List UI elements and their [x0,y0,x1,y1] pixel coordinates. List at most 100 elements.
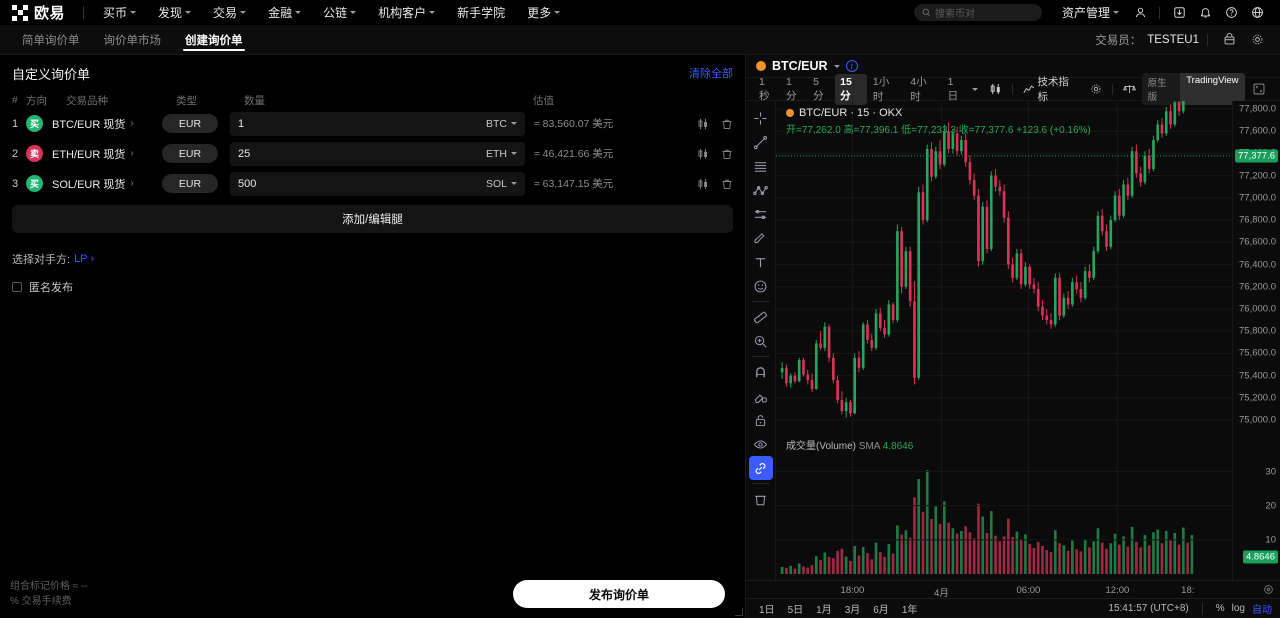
tab-create-rfq[interactable]: 创建询价单 [173,25,255,54]
range-3mo[interactable]: 3月 [844,605,861,616]
layout-button[interactable] [1216,30,1242,50]
timeframe-5m[interactable]: 5分 [813,75,824,102]
download-app-button[interactable] [1166,3,1192,23]
symbol-selector[interactable]: SOL/EUR 现货 › [52,176,162,192]
chart-type-button[interactable] [984,83,1007,95]
nav-item-discover[interactable]: 发现 [147,4,202,21]
text-icon[interactable] [749,250,773,274]
indicators-button[interactable]: 技术指标 [1018,74,1084,104]
type-selector[interactable]: EUR [162,144,218,163]
add-edit-leg-button[interactable]: 添加/编辑腿 [12,205,733,233]
nav-label: 交易 [213,6,238,20]
delete-row-button[interactable] [721,118,733,130]
mode-native[interactable]: 原生版 [1147,78,1167,103]
direction-toggle[interactable]: 买 [26,115,43,132]
nav-item-buy[interactable]: 买币 [92,4,147,21]
quantity-input[interactable]: 500 SOL [230,171,525,196]
anonymous-checkbox[interactable] [12,282,22,292]
candlestick-svg [776,101,1232,574]
chart-plot[interactable]: BTC/EUR · 15 · OKX 开=77,262.0 高=77,396.1… [776,101,1232,580]
chart-settings-button[interactable] [1085,83,1107,95]
parallel-channel-icon[interactable] [749,202,773,226]
notifications-button[interactable] [1192,3,1218,23]
emoji-icon[interactable] [749,274,773,298]
auto-scale-toggle[interactable]: 自动 [1252,605,1272,616]
trash-icon[interactable] [749,487,773,511]
candlestick-icon[interactable] [697,118,709,130]
user-account-button[interactable] [1127,3,1153,23]
info-icon[interactable]: i [845,60,858,72]
symbol-selector[interactable]: BTC/EUR 现货 › [52,116,162,132]
unit-selector[interactable]: BTC [486,118,517,130]
tab-simple-rfq[interactable]: 简单询价单 [10,25,92,54]
clear-all-button[interactable]: 清除全部 [689,68,733,80]
zoom-icon[interactable] [749,329,773,353]
publish-rfq-button[interactable]: 发布询价单 [513,580,725,608]
fullscreen-button[interactable] [1247,79,1273,99]
symbol-selector[interactable]: ETH/EUR 现货 › [52,146,162,162]
hide-icon[interactable] [749,432,773,456]
type-selector[interactable]: EUR [162,114,218,133]
percent-scale-toggle[interactable]: % [1215,603,1225,614]
nav-item-finance[interactable]: 金融 [257,4,312,21]
timeframe-1s[interactable]: 1秒 [759,75,770,102]
range-1y[interactable]: 1年 [901,605,918,616]
resize-handle[interactable] [735,608,743,616]
page-body: 自定义询价单 清除全部 # 方向 交易品种 类型 数量 估值 1 买 BTC/E… [0,55,1280,618]
range-1d[interactable]: 1日 [759,605,775,616]
type-selector[interactable]: EUR [162,174,218,193]
nav-item-academy[interactable]: 新手学院 [446,4,516,21]
price-axis[interactable]: 77,800.077,600.077,400.077,200.077,000.0… [1232,101,1280,580]
delete-row-button[interactable] [721,178,733,190]
link-icon[interactable] [748,456,773,480]
mode-tradingview[interactable]: TradingView [1180,73,1245,105]
magnet-icon[interactable] [749,360,773,384]
timeframe-1m[interactable]: 1分 [786,75,797,102]
bell-icon [1200,8,1210,18]
time-axis[interactable]: 18:00 4月 06:00 12:00 18: [746,580,1280,599]
eraser-icon[interactable] [749,384,773,408]
range-6mo[interactable]: 6月 [873,605,889,616]
ruler-icon[interactable] [749,305,773,329]
asset-management-menu[interactable]: 资产管理 [1054,4,1127,21]
volume-axis-label: 30 [1265,466,1276,477]
quantity-input[interactable]: 1 BTC [230,111,525,136]
quantity-value: 25 [238,147,251,160]
unit-selector[interactable]: SOL [486,178,517,190]
nav-item-chain[interactable]: 公链 [312,4,367,21]
nav-item-more[interactable]: 更多 [516,4,571,21]
axis-settings-button[interactable] [1258,580,1278,598]
candlestick-icon[interactable] [697,178,709,190]
search-input[interactable]: 搜索币对 [913,4,1042,21]
language-button[interactable] [1244,3,1270,23]
direction-toggle[interactable]: 卖 [26,145,43,162]
counterparty-selector[interactable]: LP › [74,253,94,265]
direction-toggle[interactable]: 买 [26,175,43,192]
timeframe-4h[interactable]: 4小时 [910,76,927,103]
brand-logo[interactable]: 欧易 [0,2,75,23]
brush-icon[interactable] [749,226,773,250]
quantity-input[interactable]: 25 ETH [230,141,525,166]
tab-rfq-market[interactable]: 询价单市场 [92,25,174,54]
timeframe-15m[interactable]: 15分 [835,73,867,105]
log-scale-toggle[interactable]: log [1231,603,1245,614]
horizontal-lines-icon[interactable] [749,154,773,178]
lock-icon[interactable] [749,408,773,432]
pitchfork-icon[interactable] [749,178,773,202]
trendline-icon[interactable] [749,130,773,154]
settings-button[interactable] [1244,30,1270,50]
range-5d[interactable]: 5日 [787,605,804,616]
chevron-down-icon[interactable] [833,64,840,68]
delete-row-button[interactable] [721,148,733,160]
range-1mo[interactable]: 1月 [816,605,832,616]
candlestick-icon[interactable] [697,148,709,160]
crosshair-icon[interactable] [749,106,773,130]
compare-button[interactable] [1118,83,1141,95]
timeframe-1h[interactable]: 1小时 [872,76,890,103]
nav-item-institutional[interactable]: 机构客户 [367,4,446,21]
chevron-down-icon[interactable] [971,87,978,91]
nav-item-trade[interactable]: 交易 [202,4,257,21]
timeframe-1d[interactable]: 1日 [947,75,959,102]
help-button[interactable] [1218,3,1244,23]
unit-selector[interactable]: ETH [486,148,517,160]
